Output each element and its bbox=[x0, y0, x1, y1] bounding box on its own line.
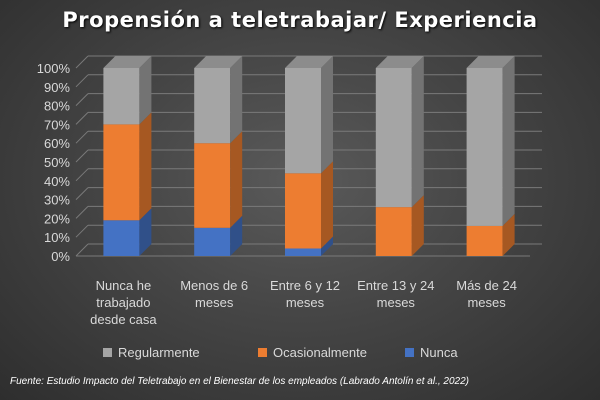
bar-top bbox=[103, 56, 152, 68]
bar-ocasionalmente bbox=[103, 124, 140, 221]
legend-label: Ocasionalmente bbox=[273, 345, 367, 360]
bar-ocasionalmente bbox=[285, 173, 321, 249]
bar-regularmente bbox=[375, 68, 412, 208]
bar-ocasionalmente-side bbox=[139, 112, 152, 221]
bar-regularmente bbox=[466, 68, 503, 226]
x-tick-label: Menos de 6 bbox=[180, 278, 248, 293]
bar-regularmente-side bbox=[411, 56, 424, 208]
x-tick-label: meses bbox=[377, 295, 416, 310]
legend-item-ocasionalmente: Ocasionalmente bbox=[258, 345, 367, 360]
bar-regularmente-side bbox=[230, 56, 243, 144]
gridline-depth bbox=[75, 55, 89, 69]
bar-regularmente bbox=[103, 68, 140, 125]
bar-nunca bbox=[285, 248, 321, 256]
gridline-depth bbox=[75, 243, 89, 257]
bar-ocasionalmente-side bbox=[321, 161, 333, 249]
source-note: Fuente: Estudio Impacto del Teletrabajo … bbox=[10, 376, 469, 387]
legend-swatch bbox=[103, 348, 112, 357]
legend-label: Nunca bbox=[420, 345, 458, 360]
legend-item-regularmente: Regularmente bbox=[103, 345, 200, 360]
y-tick-label: 0% bbox=[51, 249, 70, 264]
bar-ocasionalmente-side bbox=[411, 195, 424, 256]
bar-regularmente bbox=[194, 68, 231, 144]
y-tick-label: 50% bbox=[44, 155, 70, 170]
x-tick-label: Nunca he bbox=[96, 278, 152, 293]
gridline-depth bbox=[75, 74, 89, 88]
bar-ocasionalmente-side bbox=[502, 213, 515, 256]
bar-top bbox=[375, 56, 424, 68]
x-tick-label: meses bbox=[467, 295, 506, 310]
bar-top bbox=[285, 56, 333, 68]
y-tick-label: 10% bbox=[44, 230, 70, 245]
legend-swatch bbox=[258, 348, 267, 357]
y-tick-label: 40% bbox=[44, 174, 70, 189]
bar-nunca bbox=[194, 227, 231, 256]
bar-nunca-side bbox=[321, 236, 333, 256]
gridline-depth bbox=[75, 224, 89, 238]
bar-ocasionalmente-side bbox=[230, 131, 243, 228]
gridline-depth bbox=[75, 93, 89, 106]
legend-item-nunca: Nunca bbox=[405, 345, 458, 360]
y-tick-label: 20% bbox=[44, 211, 70, 226]
x-tick-label: desde casa bbox=[90, 312, 157, 327]
gridline-depth bbox=[75, 149, 89, 163]
gridline-depth bbox=[75, 206, 89, 219]
plot-area: 0% 10% 20% 30% 40% 50% 60% 70% 80% 90% 100% Nunca h… bbox=[37, 55, 542, 327]
bar-nunca-side bbox=[139, 208, 152, 256]
bar-regularmente-side bbox=[139, 56, 152, 125]
bar-top bbox=[466, 56, 515, 68]
x-tick-label: Entre 6 y 12 bbox=[270, 278, 340, 293]
y-tick-label: 100% bbox=[37, 61, 71, 76]
legend: Regularmente Ocasionalmente Nunca bbox=[0, 345, 600, 365]
y-tick-label: 30% bbox=[44, 193, 70, 208]
x-tick-label: meses bbox=[286, 295, 325, 310]
bar-regularmente-side bbox=[321, 56, 333, 174]
x-tick-label: Entre 13 y 24 bbox=[357, 278, 434, 293]
x-tick-label: trabajado bbox=[96, 295, 150, 310]
y-tick-label: 90% bbox=[44, 80, 70, 95]
chart-title: Propensión a teletrabajar/ Experiencia bbox=[62, 8, 538, 32]
bar-nunca bbox=[103, 220, 140, 256]
y-tick-label: 60% bbox=[44, 136, 70, 151]
bar-regularmente bbox=[285, 68, 321, 174]
gridline-depth bbox=[75, 130, 89, 144]
gridline-depth bbox=[75, 187, 89, 200]
bar-top bbox=[194, 56, 243, 68]
x-tick-label: Más de 24 bbox=[456, 278, 517, 293]
bar-ocasionalmente bbox=[375, 207, 412, 256]
legend-label: Regularmente bbox=[118, 345, 200, 360]
gridline-depth bbox=[75, 168, 89, 182]
bar-ocasionalmente bbox=[194, 143, 231, 228]
legend-swatch bbox=[405, 348, 414, 357]
bar-nunca-side bbox=[230, 215, 243, 256]
y-tick-label: 70% bbox=[44, 117, 70, 132]
x-tick-label: meses bbox=[195, 295, 234, 310]
gridline-depth bbox=[75, 112, 89, 125]
bar-ocasionalmente bbox=[466, 225, 503, 256]
y-tick-label: 80% bbox=[44, 99, 70, 114]
bar-regularmente-side bbox=[502, 56, 515, 226]
